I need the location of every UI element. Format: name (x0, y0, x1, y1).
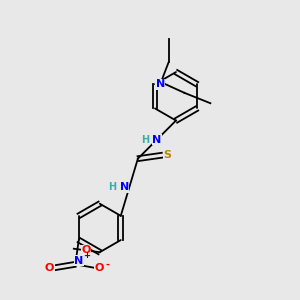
Text: S: S (163, 150, 171, 160)
Text: O: O (95, 263, 104, 273)
Text: N: N (156, 79, 165, 89)
Text: O: O (45, 263, 54, 273)
Text: +: + (83, 251, 90, 260)
Text: N: N (74, 256, 83, 266)
Text: H: H (108, 182, 116, 192)
Text: N: N (119, 182, 129, 192)
Text: H: H (141, 135, 149, 145)
Text: -: - (106, 259, 110, 269)
Text: N: N (152, 135, 162, 145)
Text: O: O (81, 245, 91, 256)
